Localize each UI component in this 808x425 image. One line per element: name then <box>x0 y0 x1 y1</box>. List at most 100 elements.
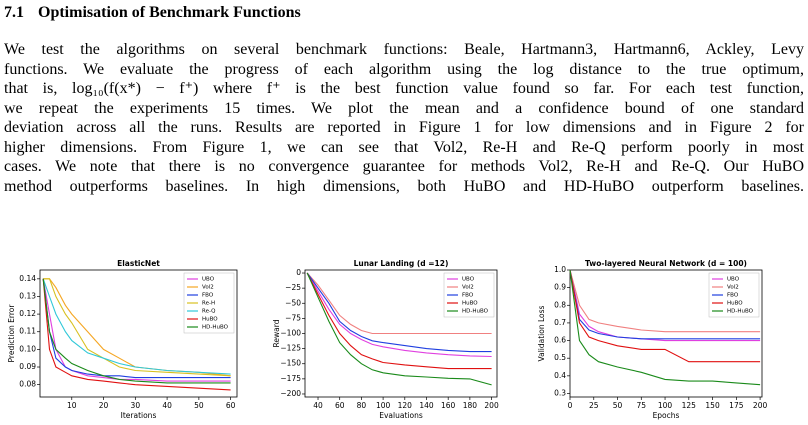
chart: ElasticNet 0.08 0.09 0.10 0.11 0.12 0.13 0.14 10… <box>7 259 238 420</box>
legend-label: FBO <box>202 293 214 299</box>
text-line: We test the algorithms on several benchm… <box>4 41 804 58</box>
legend-label: HD-HuBO <box>202 325 229 331</box>
text-line: we repeat the experiments 15 times. We p… <box>4 99 804 117</box>
series-line <box>306 272 492 335</box>
legend-label: Vol2 <box>462 285 474 291</box>
y-tick-label: −125 <box>280 344 301 353</box>
x-axis-label: Iterations <box>121 411 157 420</box>
y-tick-label: 0.08 <box>19 380 36 389</box>
y-tick-label: −175 <box>280 374 301 383</box>
y-axis-label: Reward <box>272 319 281 347</box>
chart-title: Two-layered Neural Network (d = 100) <box>585 259 747 268</box>
series-line <box>569 269 761 340</box>
text-line: method outperforms baselines. In high di… <box>4 177 804 195</box>
text-line: cases. We note that there is no converge… <box>4 158 804 175</box>
plot-frame <box>569 269 763 398</box>
y-tick-label: 1.0 <box>554 265 566 274</box>
x-tick-label: 40 <box>162 401 172 410</box>
x-tick-label: 160 <box>441 401 456 410</box>
y-tick-label: 0.4 <box>554 371 566 380</box>
paragraph: We test the algorithms on several benchm… <box>4 40 804 196</box>
series-line <box>42 278 231 379</box>
text-line: that is, log₁₀(f(x*) − f⁺) where f⁺ is t… <box>4 80 804 97</box>
y-tick-label: 0.12 <box>19 309 36 318</box>
legend-label: UBO <box>462 277 475 283</box>
series-line <box>306 272 492 358</box>
x-tick-label: 100 <box>658 401 673 410</box>
y-tick-label: 0.9 <box>554 283 566 292</box>
legend-label: HuBO <box>462 301 478 307</box>
y-tick-label: 0 <box>296 268 301 277</box>
legend-label: HuBO <box>202 317 218 323</box>
series-line <box>43 278 231 377</box>
y-axis-label: Prediction Error <box>7 304 16 363</box>
series-line <box>306 272 492 370</box>
chart: Lunar Landing (d =12) 0 −25 −50 −75 −100 −125 −… <box>272 259 499 420</box>
chart: Two-layered Neural Network (d = 100)0.30… <box>537 259 768 420</box>
x-axis-label: Epochs <box>653 411 680 420</box>
x-tick-label: 200 <box>753 401 768 410</box>
x-tick-label: 175 <box>729 401 744 410</box>
x-tick-label: 20 <box>99 401 109 410</box>
y-tick-label: 0.11 <box>19 327 36 336</box>
series-line <box>42 278 231 384</box>
x-tick-label: 25 <box>589 401 599 410</box>
x-tick-label: 10 <box>67 401 77 410</box>
text-line: functions. We evaluate the progress of e… <box>4 60 804 78</box>
legend-label: HuBO <box>727 301 743 307</box>
y-tick-label: 0.5 <box>554 353 566 362</box>
x-tick-label: 60 <box>226 401 236 410</box>
y-axis-label: Validation Loss <box>537 305 546 361</box>
x-tick-label: 120 <box>398 401 413 410</box>
text-line: deviation across all the runs. Results a… <box>4 119 804 136</box>
x-tick-label: 140 <box>419 401 434 410</box>
y-tick-label: 0.6 <box>554 336 566 345</box>
y-tick-label: 0.10 <box>19 344 36 353</box>
x-tick-label: 100 <box>376 401 391 410</box>
legend-label: Re-Q <box>202 309 216 315</box>
x-tick-label: 125 <box>682 401 697 410</box>
y-tick-label: −50 <box>285 298 301 307</box>
section-number: 7.1 <box>4 4 24 21</box>
x-axis-label: Evaluations <box>379 411 423 420</box>
series-line <box>569 269 761 363</box>
x-tick-label: 75 <box>637 401 647 410</box>
y-tick-label: 0.7 <box>554 318 566 327</box>
y-tick-label: 0.09 <box>19 362 36 371</box>
series-line <box>42 278 231 382</box>
x-tick-label: 50 <box>194 401 204 410</box>
legend-label: HD-HuBO <box>727 309 754 315</box>
x-tick-label: 80 <box>357 401 367 410</box>
x-tick-label: 60 <box>335 401 345 410</box>
y-tick-label: 0.3 <box>554 388 566 397</box>
y-tick-label: −150 <box>280 359 301 368</box>
x-tick-label: 0 <box>568 401 573 410</box>
section-title: Optimisation of Benchmark Functions <box>38 4 301 21</box>
plot-frame <box>39 269 238 398</box>
series-line <box>42 278 231 391</box>
section-heading: 7.1 Optimisation of Benchmark Functions <box>4 4 315 22</box>
legend-label: FBO <box>462 293 474 299</box>
y-tick-label: −75 <box>285 313 301 322</box>
y-tick-label: −100 <box>280 329 301 338</box>
x-tick-label: 180 <box>463 401 478 410</box>
y-tick-label: −25 <box>285 283 301 292</box>
x-tick-label: 200 <box>484 401 499 410</box>
chart-title: ElasticNet <box>117 259 160 268</box>
series-line <box>42 278 231 375</box>
x-tick-label: 50 <box>613 401 623 410</box>
legend-label: UBO <box>202 277 215 283</box>
chart-title: Lunar Landing (d =12) <box>354 259 449 268</box>
y-tick-label: 0.8 <box>554 300 566 309</box>
x-tick-label: 40 <box>313 401 323 410</box>
legend-label: FBO <box>727 293 739 299</box>
y-tick-label: 0.14 <box>19 274 36 283</box>
legend-label: Re-H <box>202 301 215 307</box>
legend-label: UBO <box>727 277 740 283</box>
x-tick-label: 150 <box>705 401 720 410</box>
x-tick-label: 30 <box>131 401 141 410</box>
y-tick-label: −200 <box>280 389 301 398</box>
y-tick-label: 0.13 <box>19 291 36 300</box>
legend-label: Vol2 <box>202 285 214 291</box>
